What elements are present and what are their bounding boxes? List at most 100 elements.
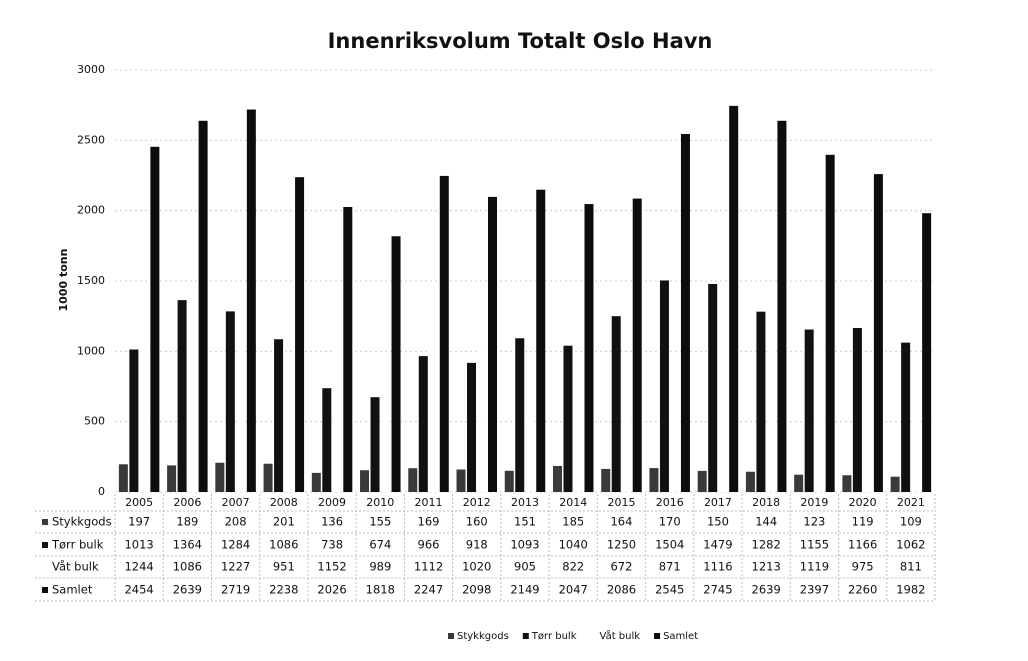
bar xyxy=(343,207,353,492)
bar xyxy=(418,356,428,492)
table-cell: 119 xyxy=(852,515,874,529)
x-tick-label: 2021 xyxy=(897,496,925,509)
table-cell: 2026 xyxy=(317,583,346,597)
bar xyxy=(852,327,862,492)
table-cell: 1282 xyxy=(752,538,781,552)
table-cell: 185 xyxy=(562,515,584,529)
bar xyxy=(777,120,787,492)
bar xyxy=(408,468,418,492)
bar xyxy=(488,196,498,492)
table-cell: 201 xyxy=(273,515,295,529)
x-tick-label: 2018 xyxy=(752,496,780,509)
bar xyxy=(177,300,187,492)
x-tick-label: 2012 xyxy=(463,496,491,509)
bar xyxy=(332,329,342,492)
table-cell: 738 xyxy=(321,538,343,552)
table-cell: 144 xyxy=(755,515,777,529)
table-cell: 189 xyxy=(176,515,198,529)
bar xyxy=(842,475,852,492)
bar xyxy=(670,369,680,492)
x-tick-label: 2013 xyxy=(511,496,539,509)
table-cell: 1062 xyxy=(896,538,925,552)
bar xyxy=(804,329,814,492)
bar xyxy=(573,376,583,492)
table-key xyxy=(42,519,48,525)
table-cell: 1086 xyxy=(173,560,202,574)
y-tick-label: 3000 xyxy=(77,63,105,76)
table-cell: 2260 xyxy=(848,583,877,597)
bar xyxy=(873,174,883,493)
table-cell: 966 xyxy=(418,538,440,552)
table-cell: 2454 xyxy=(124,583,153,597)
bar xyxy=(515,338,525,492)
y-tick-label: 2000 xyxy=(77,204,105,217)
table-cell: 1479 xyxy=(703,538,732,552)
table-cell: 160 xyxy=(466,515,488,529)
bar xyxy=(766,321,776,492)
bar xyxy=(622,397,632,492)
table-cell: 170 xyxy=(659,515,681,529)
table-cell: 1093 xyxy=(510,538,539,552)
table-cell: 811 xyxy=(900,560,922,574)
table-key xyxy=(42,564,48,570)
table-cell: 1116 xyxy=(703,560,732,574)
bar xyxy=(215,462,225,492)
table-cell: 1020 xyxy=(462,560,491,574)
table-cell: 1119 xyxy=(800,560,829,574)
table-row-label: Samlet xyxy=(52,583,93,597)
bar xyxy=(456,469,466,492)
bar xyxy=(659,280,669,492)
bar xyxy=(477,348,487,492)
table-cell: 2086 xyxy=(607,583,636,597)
table-cell: 169 xyxy=(418,515,440,529)
bar xyxy=(295,177,305,493)
x-tick-label: 2010 xyxy=(366,496,394,509)
bar xyxy=(467,362,477,492)
table-cell: 1112 xyxy=(414,560,443,574)
table-row-label: Tørr bulk xyxy=(51,538,104,552)
bar xyxy=(236,319,246,492)
bar xyxy=(890,476,900,492)
table-cell: 871 xyxy=(659,560,681,574)
x-tick-label: 2015 xyxy=(607,496,635,509)
table-cell: 1244 xyxy=(124,560,153,574)
table-cell: 2545 xyxy=(655,583,684,597)
bar xyxy=(825,154,835,492)
table-cell: 1213 xyxy=(752,560,781,574)
table-cell: 2238 xyxy=(269,583,298,597)
bar xyxy=(504,470,514,492)
table-cell: 1152 xyxy=(317,560,346,574)
table-cell: 2719 xyxy=(221,583,250,597)
bar xyxy=(167,465,177,492)
bar xyxy=(370,397,380,492)
table-cell: 1364 xyxy=(173,538,202,552)
bar xyxy=(246,109,256,492)
bar xyxy=(322,388,332,492)
legend-key xyxy=(522,633,529,639)
x-tick-label: 2006 xyxy=(173,496,201,509)
table-cell: 2397 xyxy=(800,583,829,597)
legend-label: Våt bulk xyxy=(600,629,641,642)
x-tick-label: 2008 xyxy=(270,496,298,509)
table-cell: 905 xyxy=(514,560,536,574)
legend-label: Samlet xyxy=(663,631,698,642)
x-tick-label: 2009 xyxy=(318,496,346,509)
bar xyxy=(129,349,139,492)
table-cell: 164 xyxy=(610,515,632,529)
table-row-label: Stykkgods xyxy=(52,515,112,529)
table-cell: 123 xyxy=(803,515,825,529)
x-tick-label: 2017 xyxy=(704,496,732,509)
y-tick-label: 2500 xyxy=(77,133,105,146)
y-tick-label: 500 xyxy=(84,415,105,428)
bar xyxy=(922,213,932,492)
bar xyxy=(311,472,321,492)
x-tick-label: 2007 xyxy=(222,496,250,509)
bar xyxy=(188,339,198,492)
table-row-label: Våt bulk xyxy=(52,560,99,574)
table-key xyxy=(42,587,48,593)
bar xyxy=(381,352,391,492)
bar xyxy=(536,189,546,492)
bar xyxy=(274,339,284,492)
table-cell: 2247 xyxy=(414,583,443,597)
table-cell: 1166 xyxy=(848,538,877,552)
